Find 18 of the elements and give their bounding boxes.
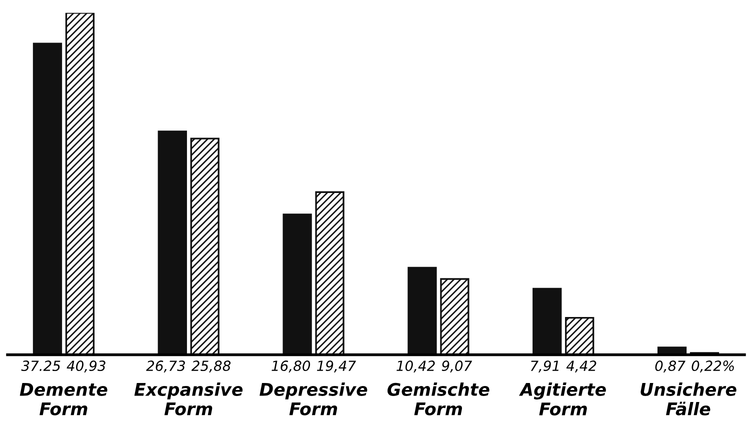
- data-label: 40,93: [66, 360, 106, 372]
- x-tick-label: Depressive Form: [260, 382, 368, 416]
- x-tick-label: Unsichere Fälle: [640, 382, 736, 416]
- data-label: 26,73: [146, 360, 185, 372]
- data-label: 7,91: [530, 360, 558, 372]
- data-label: 4,42: [566, 360, 596, 372]
- data-label: 0,22%: [692, 360, 734, 372]
- data-label: 19,47: [317, 360, 356, 372]
- data-label: 25,88: [191, 360, 231, 372]
- data-label: 10,42: [396, 360, 435, 372]
- data-label: 0,87: [655, 360, 686, 372]
- x-tick-label: Gemischte Form: [388, 382, 490, 416]
- x-tick-label: Agitierte Form: [518, 382, 606, 416]
- x-tick-label: Demente Form: [20, 383, 108, 416]
- data-label: 37.25: [21, 360, 60, 372]
- x-tick-label: Excpansive Form: [134, 382, 243, 416]
- data-label: 16,80: [272, 360, 310, 372]
- data-label: 9,07: [442, 360, 472, 372]
